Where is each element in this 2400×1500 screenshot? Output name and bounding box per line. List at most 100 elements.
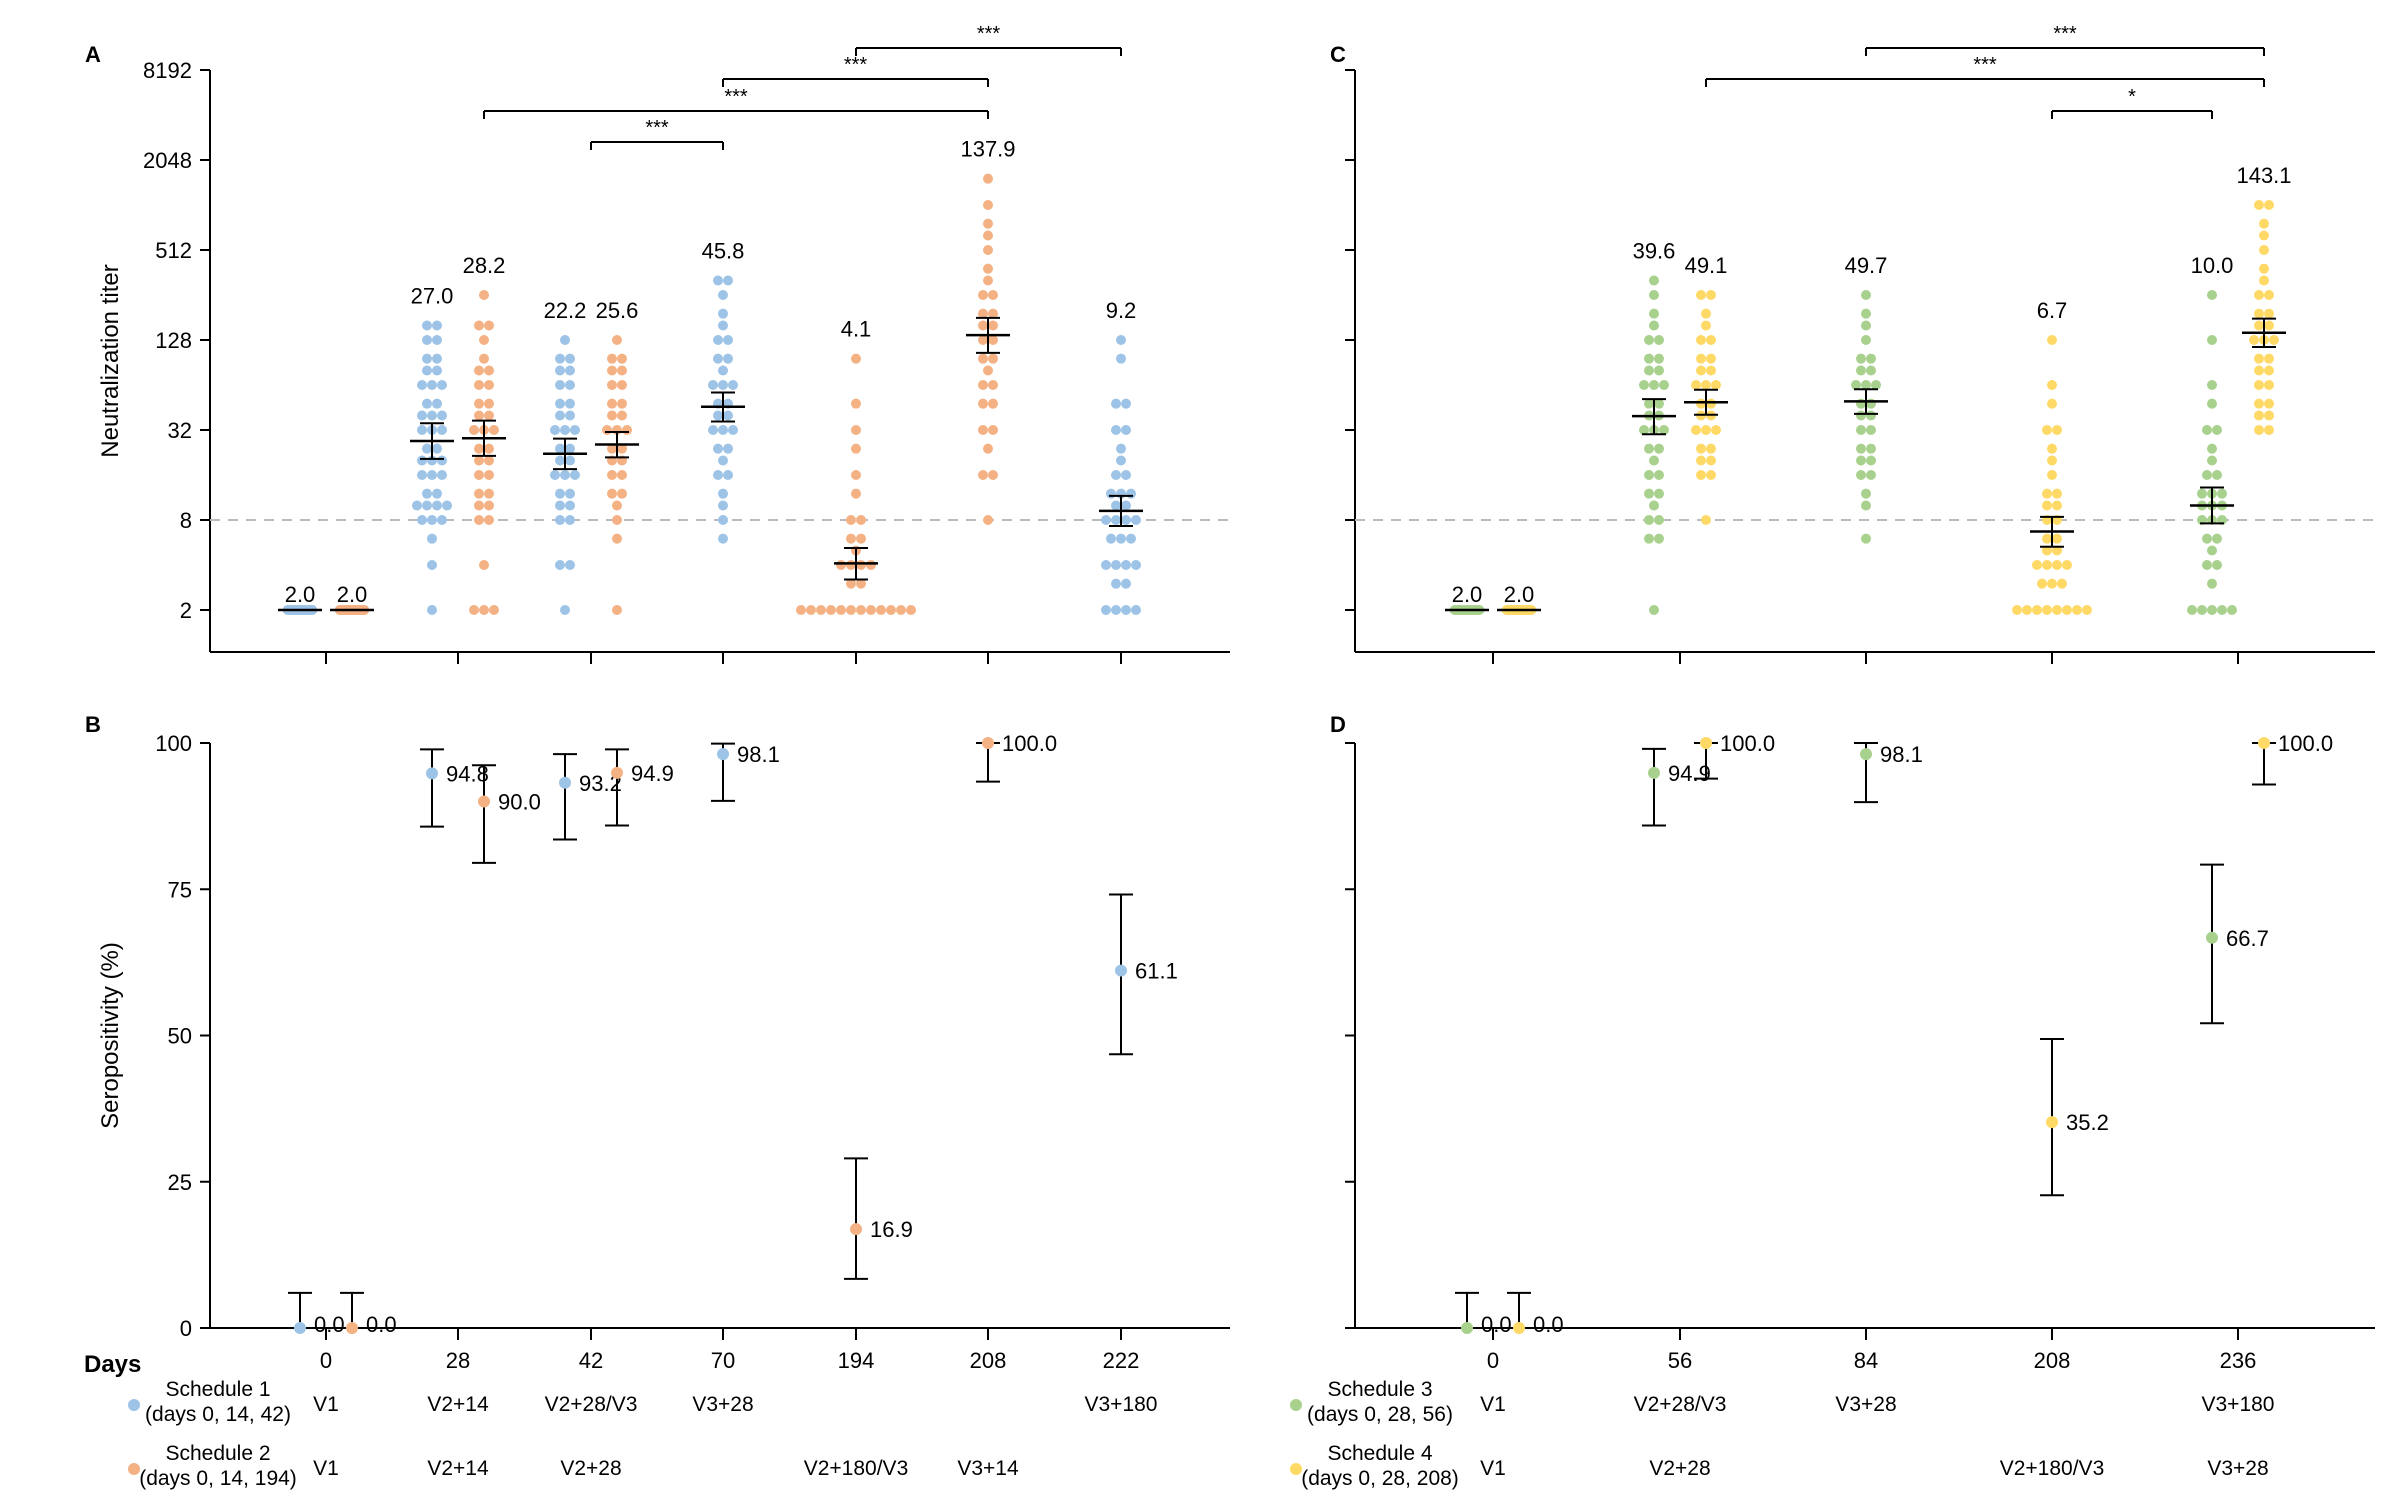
data-point bbox=[1866, 410, 1876, 421]
data-point bbox=[1706, 470, 1716, 480]
legend-detail: (days 0, 28, 56) bbox=[1307, 1403, 1453, 1426]
data-point bbox=[479, 560, 489, 570]
data-point bbox=[479, 353, 489, 364]
gmt-label: 2.0 bbox=[285, 582, 316, 607]
data-point bbox=[432, 353, 442, 364]
data-point bbox=[422, 443, 432, 454]
percent-label: 35.2 bbox=[2066, 1110, 2109, 1135]
visit-label: V3+180 bbox=[2202, 1393, 2275, 1416]
data-point bbox=[565, 398, 575, 409]
data-point bbox=[484, 410, 494, 421]
data-point bbox=[1116, 533, 1126, 544]
gmt-label: 143.1 bbox=[2236, 163, 2291, 188]
gmt-label: 2.0 bbox=[1452, 582, 1483, 607]
data-point bbox=[478, 795, 490, 808]
data-point bbox=[474, 410, 484, 421]
data-point bbox=[422, 500, 432, 511]
data-point bbox=[1659, 380, 1669, 390]
significance-label: * bbox=[2128, 86, 2136, 108]
x-tick-label: 208 bbox=[2034, 1348, 2071, 1373]
x-tick-label: 42 bbox=[579, 1348, 603, 1373]
data-point bbox=[1706, 335, 1716, 345]
legend-detail: (days 0, 14, 194) bbox=[139, 1467, 297, 1490]
data-point bbox=[489, 605, 499, 615]
data-point bbox=[2202, 560, 2212, 570]
data-point bbox=[2047, 470, 2057, 480]
data-point bbox=[2202, 533, 2212, 544]
data-point bbox=[417, 410, 427, 421]
data-point bbox=[612, 533, 622, 544]
data-point bbox=[1121, 605, 1131, 615]
percent-label: 94.9 bbox=[631, 761, 674, 786]
data-point bbox=[1701, 425, 1711, 435]
percent-label: 0.0 bbox=[366, 1312, 397, 1337]
data-point bbox=[474, 515, 484, 525]
data-point bbox=[856, 578, 866, 589]
data-point bbox=[718, 500, 728, 511]
data-point bbox=[1126, 533, 1136, 544]
data-point bbox=[846, 605, 856, 615]
data-point bbox=[1649, 500, 1659, 511]
data-point bbox=[474, 398, 484, 409]
data-point bbox=[723, 335, 733, 345]
panel-label: C bbox=[1330, 42, 1346, 67]
data-point bbox=[1706, 455, 1716, 466]
panel-label: B bbox=[85, 712, 101, 737]
data-point bbox=[432, 443, 442, 454]
data-point bbox=[602, 425, 612, 435]
data-point bbox=[1856, 425, 1866, 435]
data-point bbox=[1111, 398, 1121, 409]
data-point bbox=[489, 425, 499, 435]
data-point bbox=[1654, 398, 1664, 409]
data-point bbox=[816, 605, 826, 615]
data-point bbox=[484, 320, 494, 331]
visit-label: V2+180/V3 bbox=[804, 1457, 909, 1480]
data-point bbox=[2264, 320, 2274, 331]
data-point bbox=[1111, 605, 1121, 615]
data-point bbox=[2047, 380, 2057, 390]
legend-name: Schedule 4 bbox=[1327, 1442, 1432, 1465]
data-point bbox=[983, 173, 993, 184]
data-point bbox=[617, 380, 627, 390]
data-point bbox=[1860, 748, 1872, 761]
data-point bbox=[978, 335, 988, 345]
data-point bbox=[1696, 455, 1706, 466]
data-point bbox=[469, 605, 479, 615]
data-point bbox=[555, 500, 565, 511]
data-point bbox=[2258, 737, 2270, 749]
data-point bbox=[2042, 545, 2052, 556]
data-point bbox=[479, 290, 489, 300]
data-point bbox=[555, 398, 565, 409]
data-point bbox=[555, 515, 565, 525]
data-point bbox=[1659, 425, 1669, 435]
data-point bbox=[432, 500, 442, 511]
visit-label: V1 bbox=[313, 1393, 339, 1416]
data-point bbox=[2207, 380, 2217, 390]
data-point bbox=[1691, 425, 1701, 435]
percent-label: 100.0 bbox=[2278, 731, 2333, 756]
data-point bbox=[988, 470, 998, 480]
data-point bbox=[718, 488, 728, 499]
data-point bbox=[555, 455, 565, 466]
data-point bbox=[484, 365, 494, 376]
data-point bbox=[437, 455, 447, 466]
data-point bbox=[1856, 470, 1866, 480]
data-point bbox=[983, 263, 993, 274]
data-point bbox=[2032, 560, 2042, 570]
y-tick-label: 0 bbox=[180, 1316, 192, 1341]
data-point bbox=[294, 1322, 306, 1334]
data-point bbox=[612, 605, 622, 615]
data-point bbox=[550, 425, 560, 435]
data-point bbox=[1866, 455, 1876, 466]
data-point bbox=[2042, 425, 2052, 435]
data-point bbox=[983, 230, 993, 241]
gmt-label: 49.7 bbox=[1845, 253, 1888, 278]
x-tick-label: 194 bbox=[838, 1348, 875, 1373]
data-point bbox=[1861, 488, 1871, 499]
data-point bbox=[856, 515, 866, 525]
data-point bbox=[2052, 488, 2062, 499]
data-point bbox=[1644, 443, 1654, 454]
data-point bbox=[988, 398, 998, 409]
data-point bbox=[1711, 425, 1721, 435]
legend-detail: (days 0, 28, 208) bbox=[1301, 1467, 1459, 1490]
